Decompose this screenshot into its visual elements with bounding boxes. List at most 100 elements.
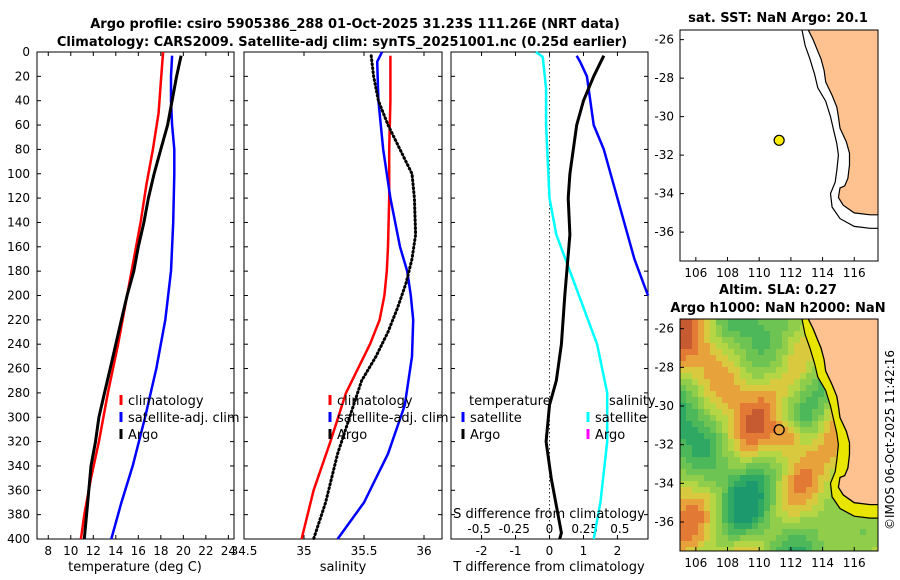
sla-cell (770, 349, 776, 355)
sla-cell (704, 331, 710, 337)
sla-cell (770, 439, 776, 445)
sla-cell (716, 505, 722, 511)
salinity-xtick-label: 35.5 (351, 544, 378, 558)
sla-cell (770, 331, 776, 337)
sla-cell (818, 469, 824, 475)
sla-cell (794, 475, 800, 481)
sst-map-xtick-label: 112 (779, 266, 802, 280)
sla-cell (734, 529, 740, 535)
sla-cell (710, 439, 716, 445)
sla-cell (710, 367, 716, 373)
sla-cell (752, 337, 758, 343)
sla-cell (788, 457, 794, 463)
legend-label: Argo (595, 428, 625, 443)
sla-cell (692, 385, 698, 391)
sla-cell (686, 463, 692, 469)
sla-cell (872, 547, 878, 551)
sla-cell (788, 379, 794, 385)
sla-cell (758, 331, 764, 337)
sla-cell (806, 445, 812, 451)
sla-cell (806, 409, 812, 415)
sla-cell (764, 535, 770, 541)
sla-cell (818, 427, 824, 433)
sla-cell (728, 403, 734, 409)
sla-cell (728, 319, 734, 325)
sla-cell (782, 451, 788, 457)
sla-cell (782, 385, 788, 391)
sla-cell (740, 391, 746, 397)
sla-cell (776, 535, 782, 541)
salinity-diff-tick-label: -0.5 (467, 522, 490, 536)
sla-cell (770, 487, 776, 493)
sst-map-xtick-label: 116 (843, 266, 866, 280)
sla-cell (794, 535, 800, 541)
sla-cell (800, 463, 806, 469)
sla-cell (746, 505, 752, 511)
sla-cell (812, 457, 818, 463)
sla-cell (794, 391, 800, 397)
sla-cell (800, 535, 806, 541)
sla-cell (800, 505, 806, 511)
sla-cell (782, 457, 788, 463)
sla-cell (722, 403, 728, 409)
sla-cell (734, 517, 740, 523)
sla-cell (782, 421, 788, 427)
sla-cell (788, 349, 794, 355)
depth-tick-label: 120 (7, 191, 30, 205)
sla-cell (758, 355, 764, 361)
sla-cell (704, 361, 710, 367)
sla-cell (686, 505, 692, 511)
sla-cell (746, 397, 752, 403)
sla-cell (686, 487, 692, 493)
sla-cell (728, 355, 734, 361)
sla-cell (686, 523, 692, 529)
sla-cell (722, 367, 728, 373)
sla-cell (794, 493, 800, 499)
sla-cell (692, 523, 698, 529)
sla-cell (680, 373, 686, 379)
sla-cell (722, 451, 728, 457)
sla-cell (758, 511, 764, 517)
sla-cell (704, 343, 710, 349)
sla-cell (692, 355, 698, 361)
sla-cell (824, 517, 830, 523)
sla-cell (740, 529, 746, 535)
sla-cell (788, 469, 794, 475)
sla-cell (710, 511, 716, 517)
sla-cell (764, 379, 770, 385)
sla-cell (806, 451, 812, 457)
sla-cell (758, 409, 764, 415)
sla-cell (812, 391, 818, 397)
sla-cell (806, 529, 812, 535)
sla-cell (800, 373, 806, 379)
sla-cell (734, 427, 740, 433)
sla-cell (806, 517, 812, 523)
sla-cell (728, 529, 734, 535)
sla-cell (680, 523, 686, 529)
sla-cell (860, 541, 866, 547)
sla-cell (818, 517, 824, 523)
sla-cell (764, 361, 770, 367)
difference-series-t-argo (544, 55, 606, 540)
sla-cell (704, 445, 710, 451)
sla-cell (872, 541, 878, 547)
sla-cell (794, 331, 800, 337)
sla-cell (764, 523, 770, 529)
sla-cell (776, 475, 782, 481)
sla-cell (752, 367, 758, 373)
sla-cell (800, 445, 806, 451)
sla-cell (782, 343, 788, 349)
sla-cell (794, 529, 800, 535)
sla-cell (866, 547, 872, 551)
sla-cell (752, 361, 758, 367)
sla-cell (806, 541, 812, 547)
sla-cell (734, 499, 740, 505)
sla-cell (758, 493, 764, 499)
sla-cell (704, 451, 710, 457)
sla-cell (794, 547, 800, 551)
sla-cell (686, 421, 692, 427)
sla-cell (764, 529, 770, 535)
sla-cell (782, 367, 788, 373)
temperature-series-climatology (79, 51, 165, 540)
